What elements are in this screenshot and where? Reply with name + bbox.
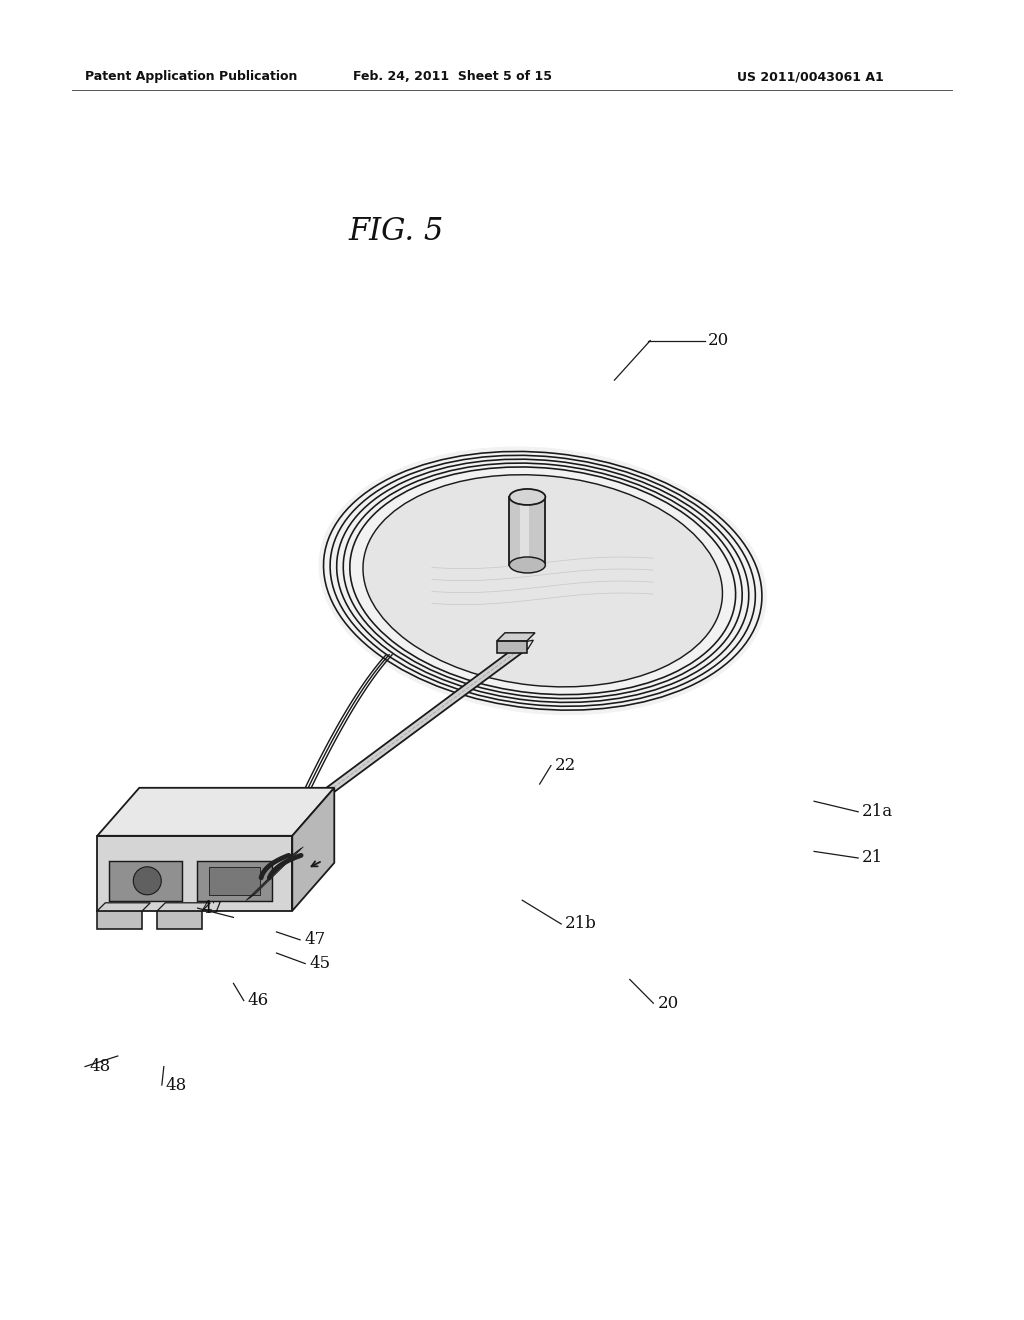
Text: 21b: 21b bbox=[565, 916, 597, 932]
Polygon shape bbox=[292, 788, 334, 911]
Polygon shape bbox=[497, 632, 535, 640]
Polygon shape bbox=[97, 903, 151, 911]
Text: 48: 48 bbox=[89, 1059, 111, 1074]
Ellipse shape bbox=[362, 475, 723, 686]
Polygon shape bbox=[282, 648, 528, 821]
Text: 47: 47 bbox=[304, 932, 326, 948]
Polygon shape bbox=[246, 849, 301, 900]
Ellipse shape bbox=[318, 446, 767, 715]
Polygon shape bbox=[248, 847, 303, 899]
Polygon shape bbox=[509, 640, 534, 652]
Polygon shape bbox=[158, 903, 210, 911]
Ellipse shape bbox=[509, 557, 546, 573]
Ellipse shape bbox=[133, 867, 162, 895]
Text: US 2011/0043061 A1: US 2011/0043061 A1 bbox=[737, 70, 884, 83]
Text: 22: 22 bbox=[555, 758, 577, 774]
Polygon shape bbox=[209, 867, 260, 895]
Polygon shape bbox=[198, 861, 272, 900]
Polygon shape bbox=[509, 496, 546, 565]
Text: 20: 20 bbox=[657, 995, 679, 1011]
Text: 48: 48 bbox=[166, 1077, 187, 1093]
Polygon shape bbox=[520, 496, 529, 565]
Text: 21a: 21a bbox=[862, 804, 893, 820]
Polygon shape bbox=[97, 788, 334, 836]
Ellipse shape bbox=[509, 488, 546, 506]
Polygon shape bbox=[158, 911, 203, 929]
Text: 21: 21 bbox=[862, 850, 884, 866]
Text: 47: 47 bbox=[202, 900, 223, 916]
Text: FIG. 5: FIG. 5 bbox=[348, 215, 443, 247]
Text: 20: 20 bbox=[709, 333, 729, 348]
Polygon shape bbox=[97, 911, 142, 929]
Text: 45: 45 bbox=[309, 956, 331, 972]
Polygon shape bbox=[497, 640, 527, 653]
Polygon shape bbox=[97, 836, 292, 911]
Text: Feb. 24, 2011  Sheet 5 of 15: Feb. 24, 2011 Sheet 5 of 15 bbox=[353, 70, 552, 83]
Text: 46: 46 bbox=[248, 993, 269, 1008]
Text: Patent Application Publication: Patent Application Publication bbox=[85, 70, 297, 83]
Polygon shape bbox=[110, 861, 182, 900]
